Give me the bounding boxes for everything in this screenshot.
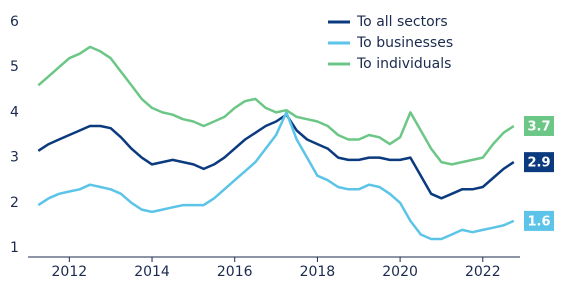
y-tick-label: 4 (10, 104, 19, 120)
y-tick-label: 3 (10, 150, 19, 166)
end-label-box (524, 210, 554, 231)
end-label-box (524, 115, 554, 136)
series-line (37, 45, 515, 166)
legend-label: To businesses (356, 35, 453, 51)
end-label-text: 1.6 (527, 214, 550, 229)
end-label: 2.9 (524, 152, 554, 173)
end-label: 1.6 (524, 210, 554, 231)
end-label-text: 2.9 (527, 156, 550, 171)
end-label-text: 3.7 (527, 119, 550, 134)
x-tick-label: 2012 (52, 264, 88, 280)
x-tick-label: 2018 (300, 264, 336, 280)
end-label: 3.7 (524, 115, 554, 136)
end-label-box (524, 152, 554, 173)
y-tick-label: 1 (10, 240, 19, 256)
legend-label: To all sectors (356, 14, 448, 30)
x-tick-label: 2016 (217, 264, 253, 280)
x-tick-label: 2020 (382, 264, 418, 280)
y-tick-label: 2 (10, 195, 19, 211)
y-tick-label: 5 (10, 59, 19, 75)
legend-label: To individuals (356, 56, 451, 72)
y-tick-label: 6 (10, 14, 19, 30)
x-tick-label: 2014 (134, 264, 170, 280)
series-line (37, 111, 515, 241)
x-tick-label: 2022 (465, 264, 501, 280)
series-line (37, 113, 515, 200)
